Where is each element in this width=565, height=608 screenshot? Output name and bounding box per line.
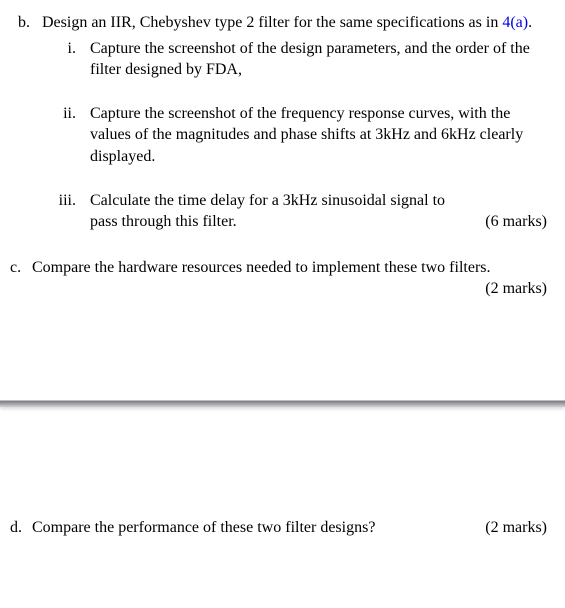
- b-iii-text: Calculate the time delay for a 3kHz sinu…: [90, 190, 485, 233]
- b-intro: Design an IIR, Chebyshev type 2 filter f…: [42, 12, 547, 34]
- d-text: Compare the performance of these two fil…: [32, 517, 375, 539]
- marker-b: b.: [18, 12, 42, 233]
- b-iii-row: Calculate the time delay for a 3kHz sinu…: [90, 190, 547, 233]
- body-b: Design an IIR, Chebyshev type 2 filter f…: [42, 12, 547, 233]
- question-d: d. Compare the performance of these two …: [18, 517, 547, 539]
- marker-b-i: i.: [42, 38, 90, 81]
- body-c: Compare the hardware resources needed to…: [32, 257, 547, 300]
- marker-b-ii: ii.: [42, 103, 90, 168]
- body-b-iii: Calculate the time delay for a 3kHz sinu…: [90, 190, 547, 233]
- b-ref-link[interactable]: 4(a): [502, 14, 528, 31]
- question-b-iii: iii. Calculate the time delay for a 3kHz…: [42, 190, 547, 233]
- marker-b-iii: iii.: [42, 190, 90, 233]
- page-break-divider: [0, 400, 565, 407]
- c-text: Compare the hardware resources needed to…: [32, 257, 547, 279]
- question-b-i: i. Capture the screenshot of the design …: [42, 38, 547, 81]
- body-d: Compare the performance of these two fil…: [32, 517, 547, 539]
- b-text-after: .: [528, 14, 532, 31]
- marker-c: c.: [10, 257, 32, 300]
- exam-page: b. Design an IIR, Chebyshev type 2 filte…: [0, 0, 565, 551]
- c-marks: (2 marks): [32, 278, 547, 300]
- question-c: c. Compare the hardware resources needed…: [18, 257, 547, 300]
- marker-d: d.: [10, 517, 32, 539]
- d-marks: (2 marks): [485, 517, 547, 539]
- b-text-before: Design an IIR, Chebyshev type 2 filter f…: [42, 14, 502, 31]
- question-b: b. Design an IIR, Chebyshev type 2 filte…: [18, 12, 547, 233]
- body-b-i: Capture the screenshot of the design par…: [90, 38, 547, 81]
- body-b-ii: Capture the screenshot of the frequency …: [90, 103, 547, 168]
- b-iii-marks: (6 marks): [485, 211, 547, 233]
- question-b-ii: ii. Capture the screenshot of the freque…: [42, 103, 547, 168]
- next-page-area: d. Compare the performance of these two …: [18, 517, 547, 539]
